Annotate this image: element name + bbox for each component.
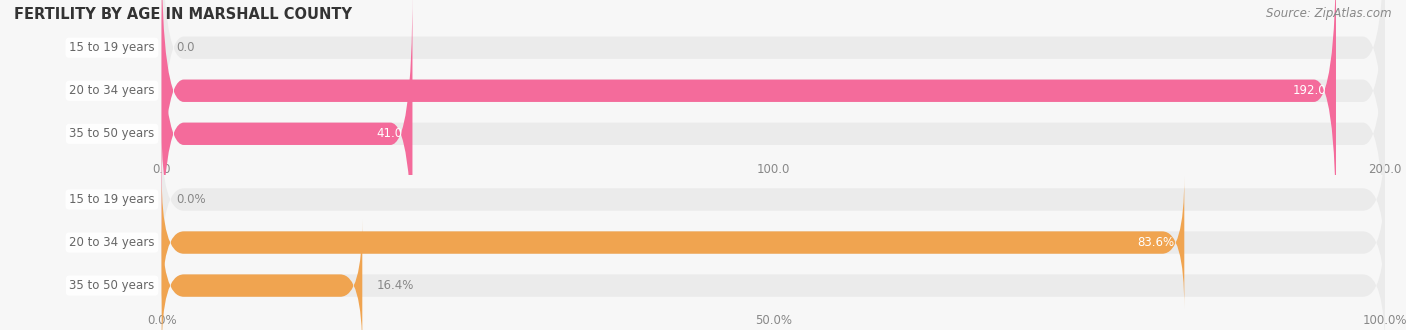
FancyBboxPatch shape bbox=[162, 176, 1184, 309]
FancyBboxPatch shape bbox=[162, 0, 1385, 278]
Text: 35 to 50 years: 35 to 50 years bbox=[69, 127, 155, 140]
FancyBboxPatch shape bbox=[162, 0, 1385, 191]
Text: 20 to 34 years: 20 to 34 years bbox=[69, 236, 155, 249]
Text: 16.4%: 16.4% bbox=[377, 279, 415, 292]
Text: FERTILITY BY AGE IN MARSHALL COUNTY: FERTILITY BY AGE IN MARSHALL COUNTY bbox=[14, 7, 352, 21]
Text: 41.0: 41.0 bbox=[377, 127, 402, 140]
FancyBboxPatch shape bbox=[162, 219, 363, 330]
Text: 83.6%: 83.6% bbox=[1137, 236, 1174, 249]
FancyBboxPatch shape bbox=[162, 0, 1385, 235]
Text: Source: ZipAtlas.com: Source: ZipAtlas.com bbox=[1267, 7, 1392, 19]
Text: 0.0%: 0.0% bbox=[176, 193, 207, 206]
Text: 0.0: 0.0 bbox=[176, 41, 195, 54]
Text: 35 to 50 years: 35 to 50 years bbox=[69, 279, 155, 292]
FancyBboxPatch shape bbox=[162, 133, 1385, 266]
Text: 192.0: 192.0 bbox=[1292, 84, 1326, 97]
FancyBboxPatch shape bbox=[162, 219, 1385, 330]
Text: 15 to 19 years: 15 to 19 years bbox=[69, 193, 155, 206]
Text: 15 to 19 years: 15 to 19 years bbox=[69, 41, 155, 54]
FancyBboxPatch shape bbox=[162, 176, 1385, 309]
FancyBboxPatch shape bbox=[162, 0, 412, 278]
Text: 20 to 34 years: 20 to 34 years bbox=[69, 84, 155, 97]
FancyBboxPatch shape bbox=[162, 0, 1336, 235]
